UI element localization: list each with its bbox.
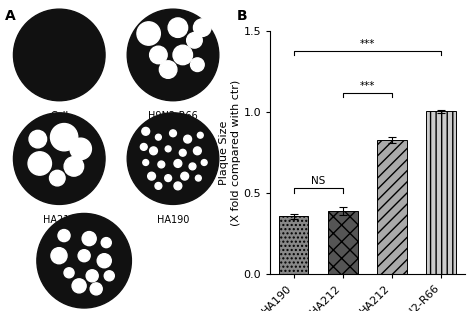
Circle shape xyxy=(140,143,147,150)
Circle shape xyxy=(170,130,176,137)
Bar xyxy=(279,216,309,274)
Circle shape xyxy=(155,183,162,189)
Circle shape xyxy=(142,128,150,135)
Circle shape xyxy=(148,172,155,180)
Circle shape xyxy=(174,182,182,190)
Circle shape xyxy=(197,132,203,138)
Circle shape xyxy=(104,271,114,281)
Circle shape xyxy=(165,175,172,182)
Circle shape xyxy=(158,161,165,168)
Circle shape xyxy=(51,248,67,264)
Circle shape xyxy=(37,213,131,308)
Circle shape xyxy=(86,270,98,282)
Y-axis label: Plaque Size
(X fold compared with ctr): Plaque Size (X fold compared with ctr) xyxy=(219,79,241,225)
Text: NS: NS xyxy=(311,176,326,186)
Circle shape xyxy=(82,232,96,246)
Text: A: A xyxy=(5,9,16,23)
Circle shape xyxy=(127,9,219,101)
Circle shape xyxy=(165,146,171,152)
Circle shape xyxy=(193,147,201,155)
Circle shape xyxy=(159,61,177,78)
Circle shape xyxy=(78,250,90,262)
Circle shape xyxy=(58,230,70,242)
Circle shape xyxy=(28,152,52,175)
Circle shape xyxy=(187,33,202,48)
Bar xyxy=(328,211,357,274)
Circle shape xyxy=(64,157,83,176)
Text: B: B xyxy=(237,9,247,23)
Text: H9N2-R66: H9N2-R66 xyxy=(148,111,198,122)
Circle shape xyxy=(72,279,86,293)
Circle shape xyxy=(97,254,111,268)
Circle shape xyxy=(193,19,211,36)
Circle shape xyxy=(189,163,196,170)
Text: ***: *** xyxy=(360,39,375,49)
Text: HA212: HA212 xyxy=(43,215,75,225)
Circle shape xyxy=(191,58,204,72)
Bar xyxy=(377,140,407,274)
Circle shape xyxy=(173,45,192,65)
Circle shape xyxy=(49,170,65,186)
Circle shape xyxy=(201,160,207,165)
Circle shape xyxy=(101,238,111,248)
Circle shape xyxy=(137,22,160,45)
Text: Cell: Cell xyxy=(50,111,68,122)
Circle shape xyxy=(29,130,46,148)
Circle shape xyxy=(155,134,161,140)
Circle shape xyxy=(174,160,182,167)
Circle shape xyxy=(168,18,188,37)
Circle shape xyxy=(150,147,157,155)
Circle shape xyxy=(150,46,167,64)
Circle shape xyxy=(64,268,74,278)
Circle shape xyxy=(70,138,91,160)
Circle shape xyxy=(195,175,201,181)
Circle shape xyxy=(127,113,219,204)
Circle shape xyxy=(181,172,189,180)
Circle shape xyxy=(184,135,191,143)
Bar xyxy=(426,111,456,274)
Text: HA190: HA190 xyxy=(157,215,189,225)
Circle shape xyxy=(90,283,102,295)
Circle shape xyxy=(50,123,78,151)
Circle shape xyxy=(143,160,149,165)
Circle shape xyxy=(179,149,186,156)
Text: ***: *** xyxy=(360,81,375,91)
Circle shape xyxy=(13,113,105,204)
Circle shape xyxy=(13,9,105,101)
